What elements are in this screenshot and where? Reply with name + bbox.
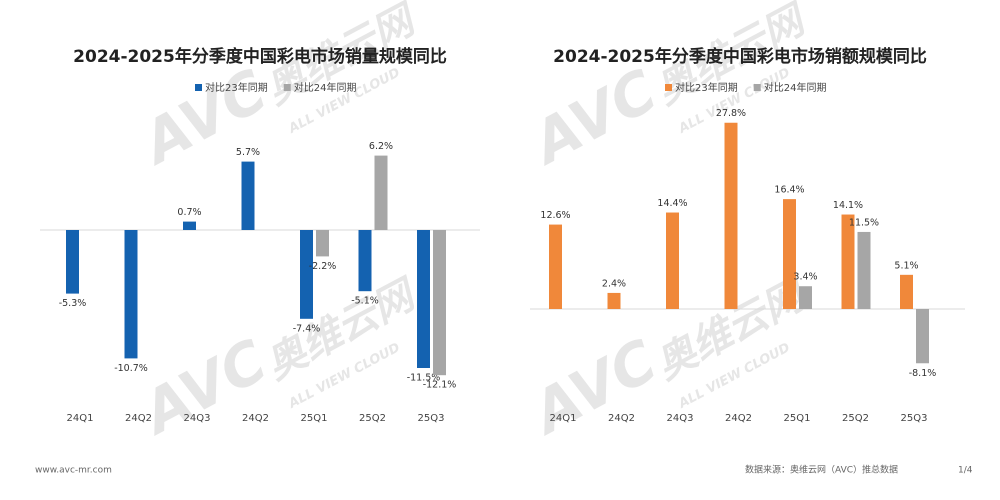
data-label: 5.7% — [236, 147, 260, 158]
x-tick-label: 25Q1 — [784, 413, 811, 424]
legend-swatch — [665, 84, 672, 91]
footer-page: 1/4 — [958, 466, 973, 476]
bar — [183, 221, 196, 230]
bar — [916, 309, 929, 364]
data-label: 2.4% — [602, 278, 626, 289]
bar — [417, 230, 430, 368]
x-tick-label: 24Q1 — [550, 413, 577, 424]
bar — [300, 230, 313, 319]
bar — [374, 155, 388, 230]
data-label: 6.2% — [369, 141, 393, 152]
x-tick-label: 25Q2 — [359, 413, 386, 424]
bar — [124, 230, 138, 359]
data-label: 16.4% — [774, 185, 804, 196]
x-tick-label: 25Q1 — [301, 413, 328, 424]
data-label: 0.7% — [177, 207, 201, 218]
footer-source: 数据来源：奥维云网（AVC）推总数据 — [745, 464, 898, 476]
data-label: -11.5% — [407, 373, 441, 384]
data-label: 27.8% — [716, 108, 746, 119]
legend-label: 对比23年同期 — [675, 81, 738, 94]
x-tick-label: 25Q3 — [418, 413, 445, 424]
legend-swatch — [283, 84, 291, 91]
bar — [724, 122, 738, 310]
data-label: -5.3% — [59, 298, 87, 309]
bar — [841, 214, 855, 309]
footer-website: www.avc-mr.com — [35, 466, 112, 476]
x-tick-label: 24Q3 — [667, 413, 694, 424]
bar — [857, 231, 871, 309]
legend-swatch — [753, 84, 761, 91]
legend-label: 对比24年同期 — [294, 81, 357, 94]
data-label: 14.4% — [657, 198, 687, 209]
bar — [783, 199, 796, 309]
data-label: -2.2% — [309, 261, 337, 272]
bar — [900, 274, 913, 309]
watermarks: AVC 奥维云网 ALL VIEW CLOUD AVC 奥维云网 ALL VIE… — [129, 0, 817, 448]
legend-swatch — [195, 84, 202, 91]
watermark-logo: AVC — [519, 56, 668, 178]
legend-label: 对比23年同期 — [205, 81, 268, 94]
bar — [316, 230, 329, 257]
watermark-logo: AVC — [519, 326, 668, 448]
chart-title: 2024-2025年分季度中国彩电市场销额规模同比 — [553, 46, 927, 67]
data-label: 3.4% — [793, 272, 817, 283]
data-label: 14.1% — [833, 200, 863, 211]
data-label: -5.1% — [351, 296, 379, 307]
bar — [433, 230, 446, 376]
x-tick-label: 24Q2 — [125, 413, 152, 424]
legend-label: 对比24年同期 — [764, 81, 827, 94]
x-tick-label: 24Q3 — [184, 413, 211, 424]
x-tick-label: 24Q2 — [242, 413, 269, 424]
data-label: 11.5% — [849, 217, 879, 228]
x-tick-label: 24Q1 — [67, 413, 94, 424]
bar — [66, 230, 79, 294]
bar — [549, 224, 562, 309]
bar — [607, 292, 621, 309]
x-tick-label: 25Q2 — [842, 413, 869, 424]
watermark-logo: AVC — [129, 326, 278, 448]
data-label: 12.6% — [540, 210, 570, 221]
data-label: -10.7% — [114, 363, 148, 374]
watermark-logo: AVC — [129, 56, 278, 178]
chart-title: 2024-2025年分季度中国彩电市场销量规模同比 — [73, 46, 447, 67]
data-label: -7.4% — [293, 323, 321, 334]
bar — [666, 212, 679, 309]
data-label: -8.1% — [909, 368, 937, 379]
data-label: 5.1% — [894, 260, 918, 271]
data-label: -12.1% — [423, 380, 457, 391]
bar — [241, 161, 255, 230]
x-tick-label: 25Q3 — [901, 413, 928, 424]
bar — [358, 230, 372, 292]
bar — [799, 286, 812, 309]
x-tick-label: 24Q2 — [725, 413, 752, 424]
x-tick-label: 24Q2 — [608, 413, 635, 424]
